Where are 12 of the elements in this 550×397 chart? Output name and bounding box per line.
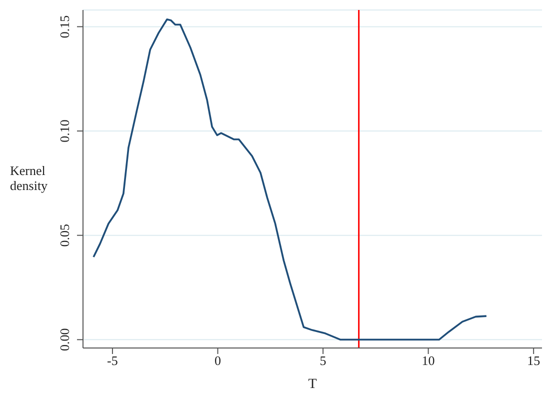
x-tick-label: 15 (527, 353, 540, 368)
y-tick-label: 0.05 (57, 224, 72, 247)
y-tick-label: 0.00 (57, 328, 72, 352)
line-series (92, 18, 488, 341)
x-tick-label: 10 (422, 353, 435, 368)
x-axis-title: T (308, 377, 318, 392)
y-axis-title: Kernel density (10, 163, 49, 193)
y-tick-label: 0.10 (57, 120, 72, 142)
x-tick-label: 5 (320, 353, 326, 368)
x-tick-label: 0 (214, 353, 221, 368)
y-tick-label: 0.15 (57, 15, 72, 38)
x-tick-label: -5 (107, 353, 118, 368)
